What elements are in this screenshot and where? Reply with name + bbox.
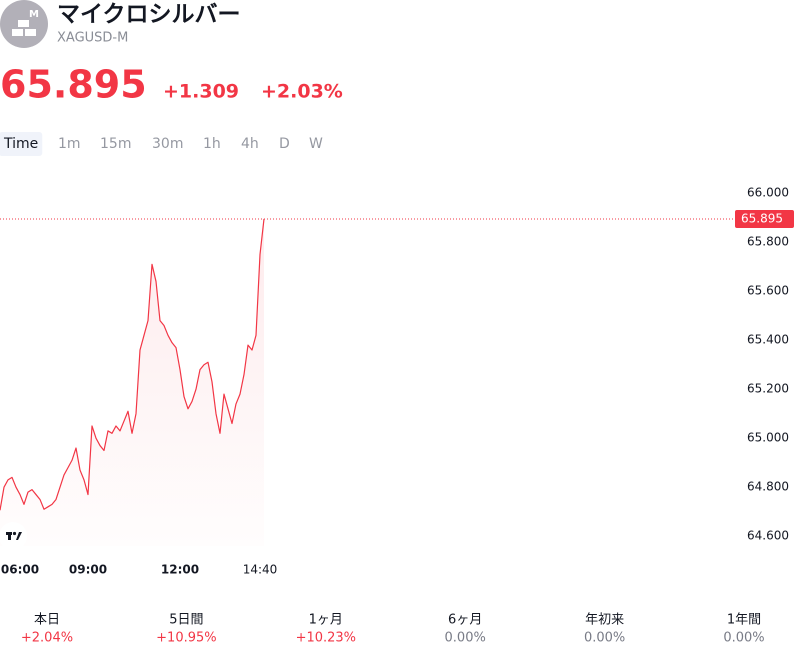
last-price-tag [735, 209, 794, 228]
y-tick-label: 65.200 [747, 382, 789, 396]
period-item[interactable]: 1年間 0.00% [723, 613, 764, 646]
y-tick-label: 64.600 [747, 529, 789, 543]
timeframe-button[interactable]: W [309, 136, 323, 152]
period-item[interactable]: 1ヶ月 +10.23% [296, 613, 356, 646]
timeframe-button[interactable]: 15m [100, 136, 131, 152]
timeframe-label[interactable]: 15m [100, 136, 131, 152]
period-value[interactable]: +2.04% [21, 631, 73, 646]
period-item[interactable]: 本日 +2.04% [21, 613, 73, 646]
price-change-percent: +2.03% [261, 81, 343, 103]
timeframe-label[interactable]: D [279, 136, 290, 152]
period-label[interactable]: 6ヶ月 [448, 613, 482, 628]
x-tick-label: 09:00 [69, 563, 107, 577]
x-tick-label: 12:00 [161, 563, 199, 577]
period-item[interactable]: 5日間 +10.95% [156, 613, 216, 646]
y-tick-label: 65.000 [747, 431, 789, 445]
price-change: +1.309 [163, 81, 239, 103]
timeframe-label[interactable]: 30m [152, 136, 183, 152]
timeframe-label[interactable]: 4h [241, 136, 259, 152]
last-price: 65.895 [0, 63, 147, 107]
timeframe-button[interactable]: 1m [58, 136, 81, 152]
period-value[interactable]: 0.00% [723, 631, 764, 646]
timeframe-button[interactable]: Time [0, 132, 43, 156]
symbol-logo: M [0, 0, 48, 48]
timeframe-button[interactable]: 1h [203, 136, 221, 152]
price-line [0, 218, 265, 511]
period-label[interactable]: 5日間 [169, 613, 203, 628]
y-tick-label: 65.800 [747, 235, 789, 249]
period-value[interactable]: +10.95% [156, 631, 216, 646]
period-value[interactable]: +10.23% [296, 631, 356, 646]
period-item[interactable]: 6ヶ月 0.00% [445, 613, 486, 646]
period-label[interactable]: 本日 [34, 613, 60, 628]
timeframe-bar: Time 1m 15m 30m 1h 4h D W [0, 132, 323, 156]
y-tick-label: 65.400 [747, 333, 789, 347]
timeframe-active-bg[interactable] [0, 132, 43, 156]
x-tick-label: 14:40 [243, 563, 278, 577]
timeframe-label[interactable]: 1h [203, 136, 221, 152]
period-label[interactable]: 1ヶ月 [309, 613, 343, 628]
period-label[interactable]: 1年間 [727, 613, 761, 628]
timeframe-label[interactable]: 1m [58, 136, 81, 152]
timeframe-button[interactable]: D [279, 136, 290, 152]
price-area [0, 218, 264, 546]
timeframe-button[interactable]: 30m [152, 136, 183, 152]
instrument-symbol: XAGUSD-M [57, 31, 128, 46]
period-value[interactable]: 0.00% [445, 631, 486, 646]
y-tick-label: 66.000 [747, 186, 789, 200]
period-performance: 本日 +2.04% 5日間 +10.95% 1ヶ月 +10.23% 6ヶ月 0.00% 年初来 0… [21, 612, 765, 646]
period-item[interactable]: 年初来 0.00% [584, 612, 625, 646]
last-price-tag-label: 65.895 [741, 211, 783, 225]
timeframe-button[interactable]: 4h [241, 136, 259, 152]
price-chart: 64.600 64.800 65.000 65.200 65.400 65.600 65.8… [0, 186, 794, 577]
svg-text:M: M [29, 9, 39, 20]
tradingview-logo [0, 522, 27, 550]
period-label[interactable]: 年初来 [585, 612, 624, 628]
y-tick-label: 65.600 [747, 284, 789, 298]
instrument-title: マイクロシルバー [57, 2, 241, 28]
y-tick-label: 64.800 [747, 480, 789, 494]
x-tick-label: 06:00 [1, 563, 39, 577]
timeframe-label[interactable]: Time [3, 136, 38, 152]
period-value[interactable]: 0.00% [584, 631, 625, 646]
timeframe-label[interactable]: W [309, 136, 323, 152]
